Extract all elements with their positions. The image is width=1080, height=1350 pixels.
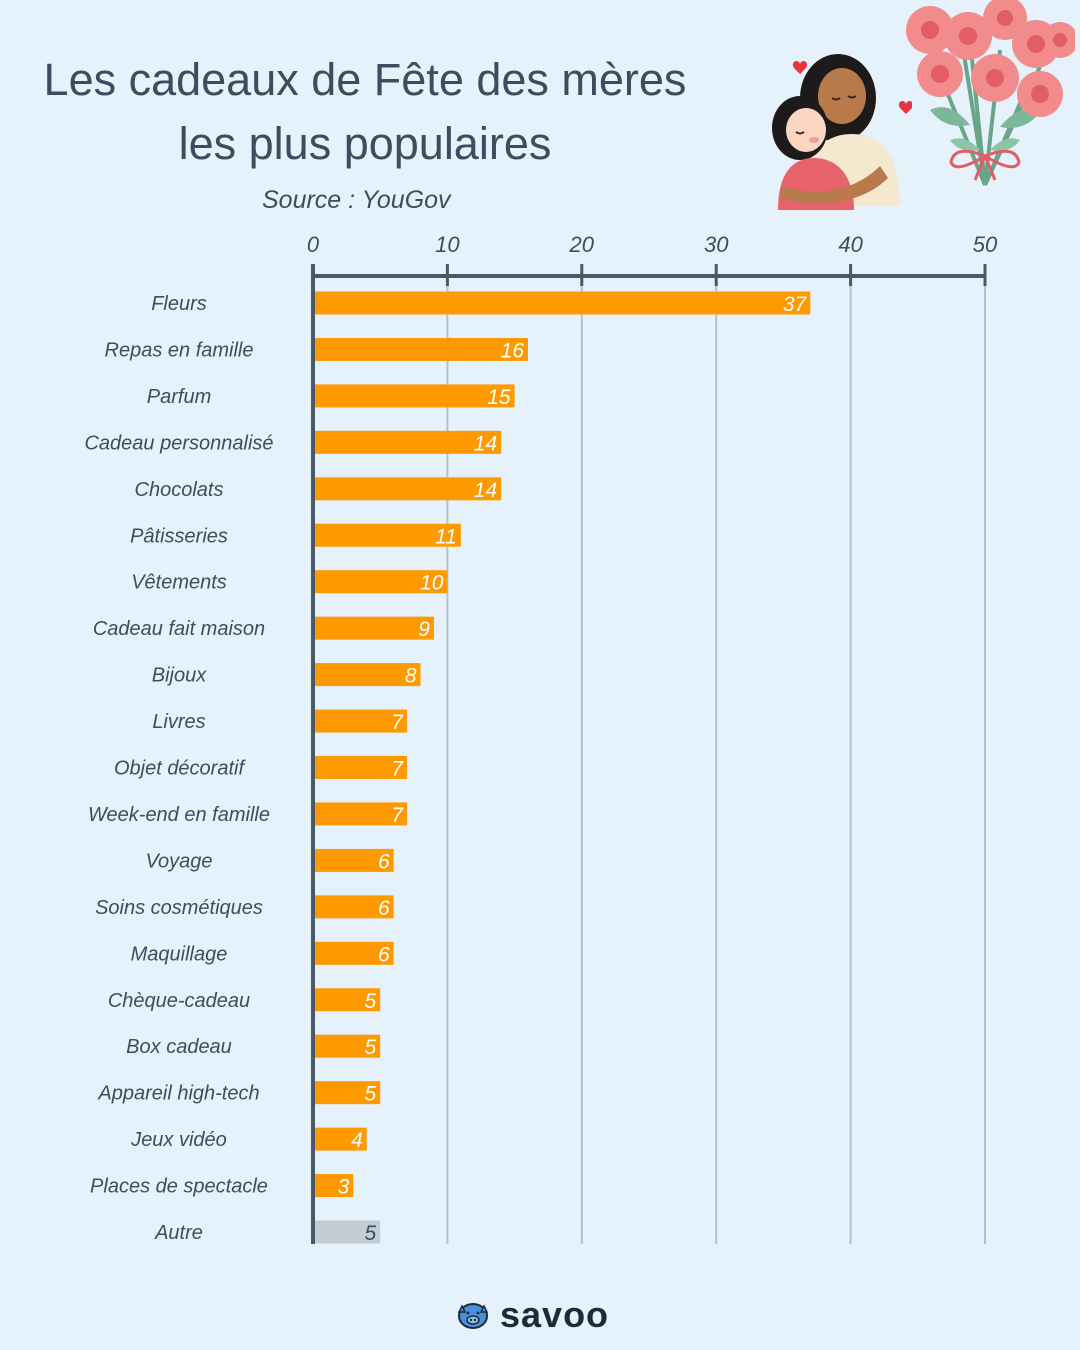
category-label: Maquillage: [131, 943, 228, 965]
x-tick-label: 30: [704, 232, 729, 257]
category-label: Parfum: [147, 386, 211, 408]
data-label: 7: [391, 711, 404, 734]
category-label: Voyage: [145, 850, 212, 872]
x-tick-label: 40: [838, 232, 863, 257]
data-label: 11: [435, 525, 457, 548]
data-label: 16: [501, 339, 525, 362]
data-label: 10: [420, 572, 444, 595]
bar: [315, 895, 394, 919]
data-label: 14: [474, 479, 497, 502]
bar: [315, 802, 408, 826]
chart-title: Les cadeaux de Fête des mères les plus p…: [0, 48, 730, 176]
data-label: 5: [365, 1036, 377, 1059]
bar: [315, 941, 394, 965]
bar: [315, 523, 461, 547]
x-tick-label: 0: [307, 232, 320, 257]
bar: [315, 291, 811, 315]
bar: [315, 477, 502, 501]
x-tick-label: 50: [973, 232, 998, 257]
category-label: Box cadeau: [126, 1036, 232, 1058]
category-label: Autre: [154, 1222, 203, 1244]
category-label: Repas en famille: [105, 339, 254, 361]
bar: [315, 384, 515, 408]
category-label: Pâtisseries: [130, 525, 228, 547]
mother-child-hug-icon: [772, 54, 912, 210]
title-line-2: les plus populaires: [178, 118, 552, 169]
data-label: 8: [405, 665, 417, 688]
x-tick-label: 20: [569, 232, 595, 257]
bar: [315, 1034, 381, 1058]
category-label: Soins cosmétiques: [95, 897, 263, 919]
bar: [315, 1174, 354, 1198]
bar: [315, 1081, 381, 1105]
brand-name: savoo: [500, 1294, 610, 1335]
bar: [315, 848, 394, 872]
brand-logo: savoo: [456, 1294, 609, 1336]
source-label: Source : YouGov: [262, 186, 451, 214]
bar: [315, 756, 408, 779]
category-label: Cadeau personnalisé: [84, 432, 273, 454]
data-label: 3: [338, 1176, 350, 1199]
bar: [315, 430, 502, 454]
data-label: 5: [365, 1083, 377, 1106]
category-label: Places de spectacle: [90, 1176, 268, 1198]
data-label: 9: [418, 618, 430, 641]
category-label: Cadeau fait maison: [93, 618, 265, 640]
category-label: Week-end en famille: [88, 804, 270, 826]
data-label: 7: [391, 804, 404, 827]
data-label: 6: [378, 943, 390, 966]
bar: [315, 1220, 381, 1244]
data-label: 5: [365, 990, 377, 1013]
bar: [315, 616, 434, 640]
bar: [315, 337, 529, 361]
title-line-1: Les cadeaux de Fête des mères: [43, 54, 687, 105]
bar: [315, 663, 421, 687]
bar: [315, 709, 408, 733]
category-label: Vêtements: [131, 572, 227, 594]
x-tick-label: 10: [435, 232, 460, 257]
data-label: 14: [474, 432, 497, 455]
carnation-bouquet-icon: [906, 0, 1075, 186]
piggy-bank-icon: [457, 1303, 489, 1329]
category-label: Chèque-cadeau: [108, 990, 250, 1012]
data-label: 6: [378, 850, 390, 873]
category-label: Livres: [152, 711, 205, 733]
data-label: 6: [378, 897, 390, 920]
category-label: Chocolats: [135, 479, 224, 501]
category-label: Jeux vidéo: [130, 1129, 227, 1151]
data-label: 7: [391, 758, 404, 781]
data-label: 15: [487, 386, 511, 409]
data-label: 37: [783, 293, 808, 316]
data-label: 4: [351, 1129, 363, 1152]
category-label: Fleurs: [151, 293, 207, 315]
bar: [315, 570, 448, 594]
data-label: 5: [365, 1222, 377, 1245]
category-label: Appareil high-tech: [97, 1083, 259, 1105]
bar: [315, 1127, 367, 1151]
category-label: Objet décoratif: [114, 758, 247, 780]
category-label: Bijoux: [152, 665, 207, 687]
bar: [315, 988, 381, 1012]
